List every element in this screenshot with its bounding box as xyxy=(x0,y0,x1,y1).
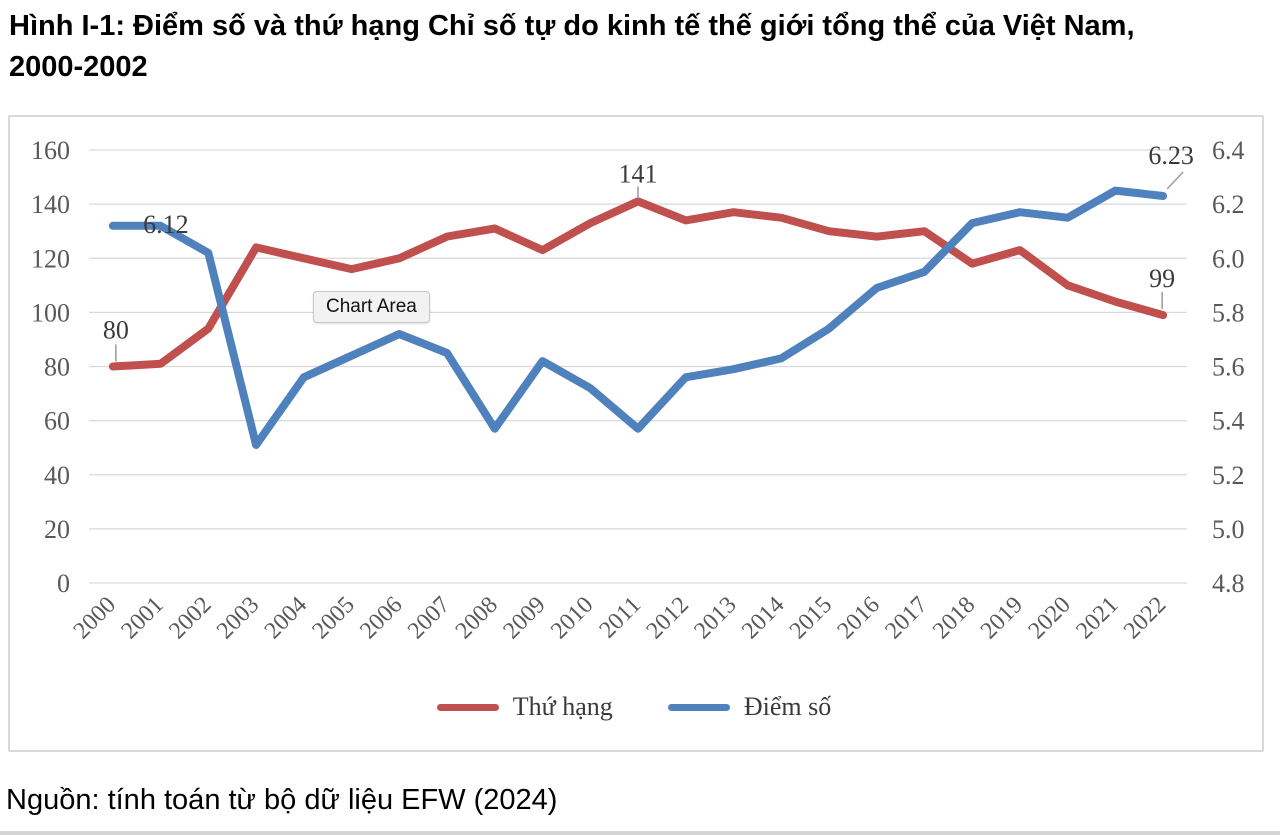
y-axis-right-label: 6.4 xyxy=(1212,136,1245,165)
data-label: 141 xyxy=(619,159,658,188)
leader-line xyxy=(1166,171,1184,190)
legend-swatch-score xyxy=(667,703,730,711)
legend-swatch-rank xyxy=(436,703,499,711)
y-axis-right-label: 4.8 xyxy=(1212,569,1245,598)
x-axis-label: 2001 xyxy=(117,592,169,644)
chart-area-tooltip: Chart Area xyxy=(313,291,430,323)
bottom-divider xyxy=(0,831,1280,835)
y-axis-left-label: 100 xyxy=(31,298,70,327)
legend-label-rank: Thứ hạng xyxy=(512,692,613,721)
x-axis-label: 2018 xyxy=(928,592,980,644)
x-axis-label: 2004 xyxy=(260,592,312,644)
x-axis-label: 2008 xyxy=(451,592,503,644)
x-axis-label: 2010 xyxy=(546,592,598,644)
y-axis-right-label: 5.4 xyxy=(1212,407,1245,436)
y-axis-right-label: 6.2 xyxy=(1212,190,1245,219)
y-axis-left-label: 60 xyxy=(44,407,70,436)
x-axis-label: 2009 xyxy=(498,592,550,644)
x-axis-label: 2022 xyxy=(1119,592,1171,644)
data-label: 99 xyxy=(1149,264,1175,293)
title-line-2: 2000-2002 xyxy=(9,51,148,83)
y-axis-right-label: 5.6 xyxy=(1212,353,1245,382)
x-axis-label: 2000 xyxy=(69,592,121,644)
legend: Thứ hạng Điểm số xyxy=(8,691,1260,723)
y-axis-left-label: 120 xyxy=(31,244,70,273)
x-axis-label: 2013 xyxy=(689,592,741,644)
x-axis-label: 2020 xyxy=(1024,592,1076,644)
y-axis-right-label: 6.0 xyxy=(1212,244,1245,273)
data-label: 80 xyxy=(103,316,129,345)
x-axis-label: 2017 xyxy=(880,592,932,644)
y-axis-left-label: 40 xyxy=(44,461,70,490)
x-axis-label: 2014 xyxy=(737,592,789,644)
source-note: Nguồn: tính toán từ bộ dữ liệu EFW (2024… xyxy=(6,784,558,816)
title-line-1: Hình I-1: Điểm số và thứ hạng Chỉ số tự … xyxy=(9,10,1135,42)
x-axis-label: 2006 xyxy=(355,592,407,644)
x-axis-label: 2021 xyxy=(1071,592,1123,644)
y-axis-right-label: 5.0 xyxy=(1212,515,1245,544)
y-axis-left-label: 20 xyxy=(44,515,70,544)
x-axis-label: 2012 xyxy=(642,592,694,644)
score-line[interactable] xyxy=(108,186,1168,449)
x-axis-label: 2005 xyxy=(307,592,359,644)
y-axis-left-label: 0 xyxy=(57,569,70,598)
x-axis-label: 2016 xyxy=(833,592,885,644)
legend-label-score: Điểm số xyxy=(743,692,832,721)
rank-line[interactable] xyxy=(108,197,1168,371)
data-label: 6.23 xyxy=(1148,141,1194,170)
y-axis-right-label: 5.8 xyxy=(1212,298,1245,327)
chart-area-tooltip-label: Chart Area xyxy=(326,296,417,317)
y-axis-left-label: 140 xyxy=(31,190,70,219)
data-label: 6.12 xyxy=(143,210,189,239)
y-axis-left-label: 160 xyxy=(31,136,70,165)
x-axis-label: 2003 xyxy=(212,592,264,644)
legend-item-rank[interactable]: Thứ hạng xyxy=(436,692,613,722)
y-axis-left-label: 80 xyxy=(44,353,70,382)
x-axis-label: 2011 xyxy=(595,592,647,644)
x-axis-label: 2015 xyxy=(785,592,837,644)
page-title: Hình I-1: Điểm số và thứ hạng Chỉ số tự … xyxy=(9,6,1271,88)
legend-item-score[interactable]: Điểm số xyxy=(667,692,832,722)
x-axis-label: 2002 xyxy=(164,592,216,644)
x-axis-label: 2007 xyxy=(403,592,455,644)
chart-frame[interactable] xyxy=(8,115,1264,752)
x-axis-label: 2019 xyxy=(976,592,1028,644)
y-axis-right-label: 5.2 xyxy=(1212,461,1245,490)
